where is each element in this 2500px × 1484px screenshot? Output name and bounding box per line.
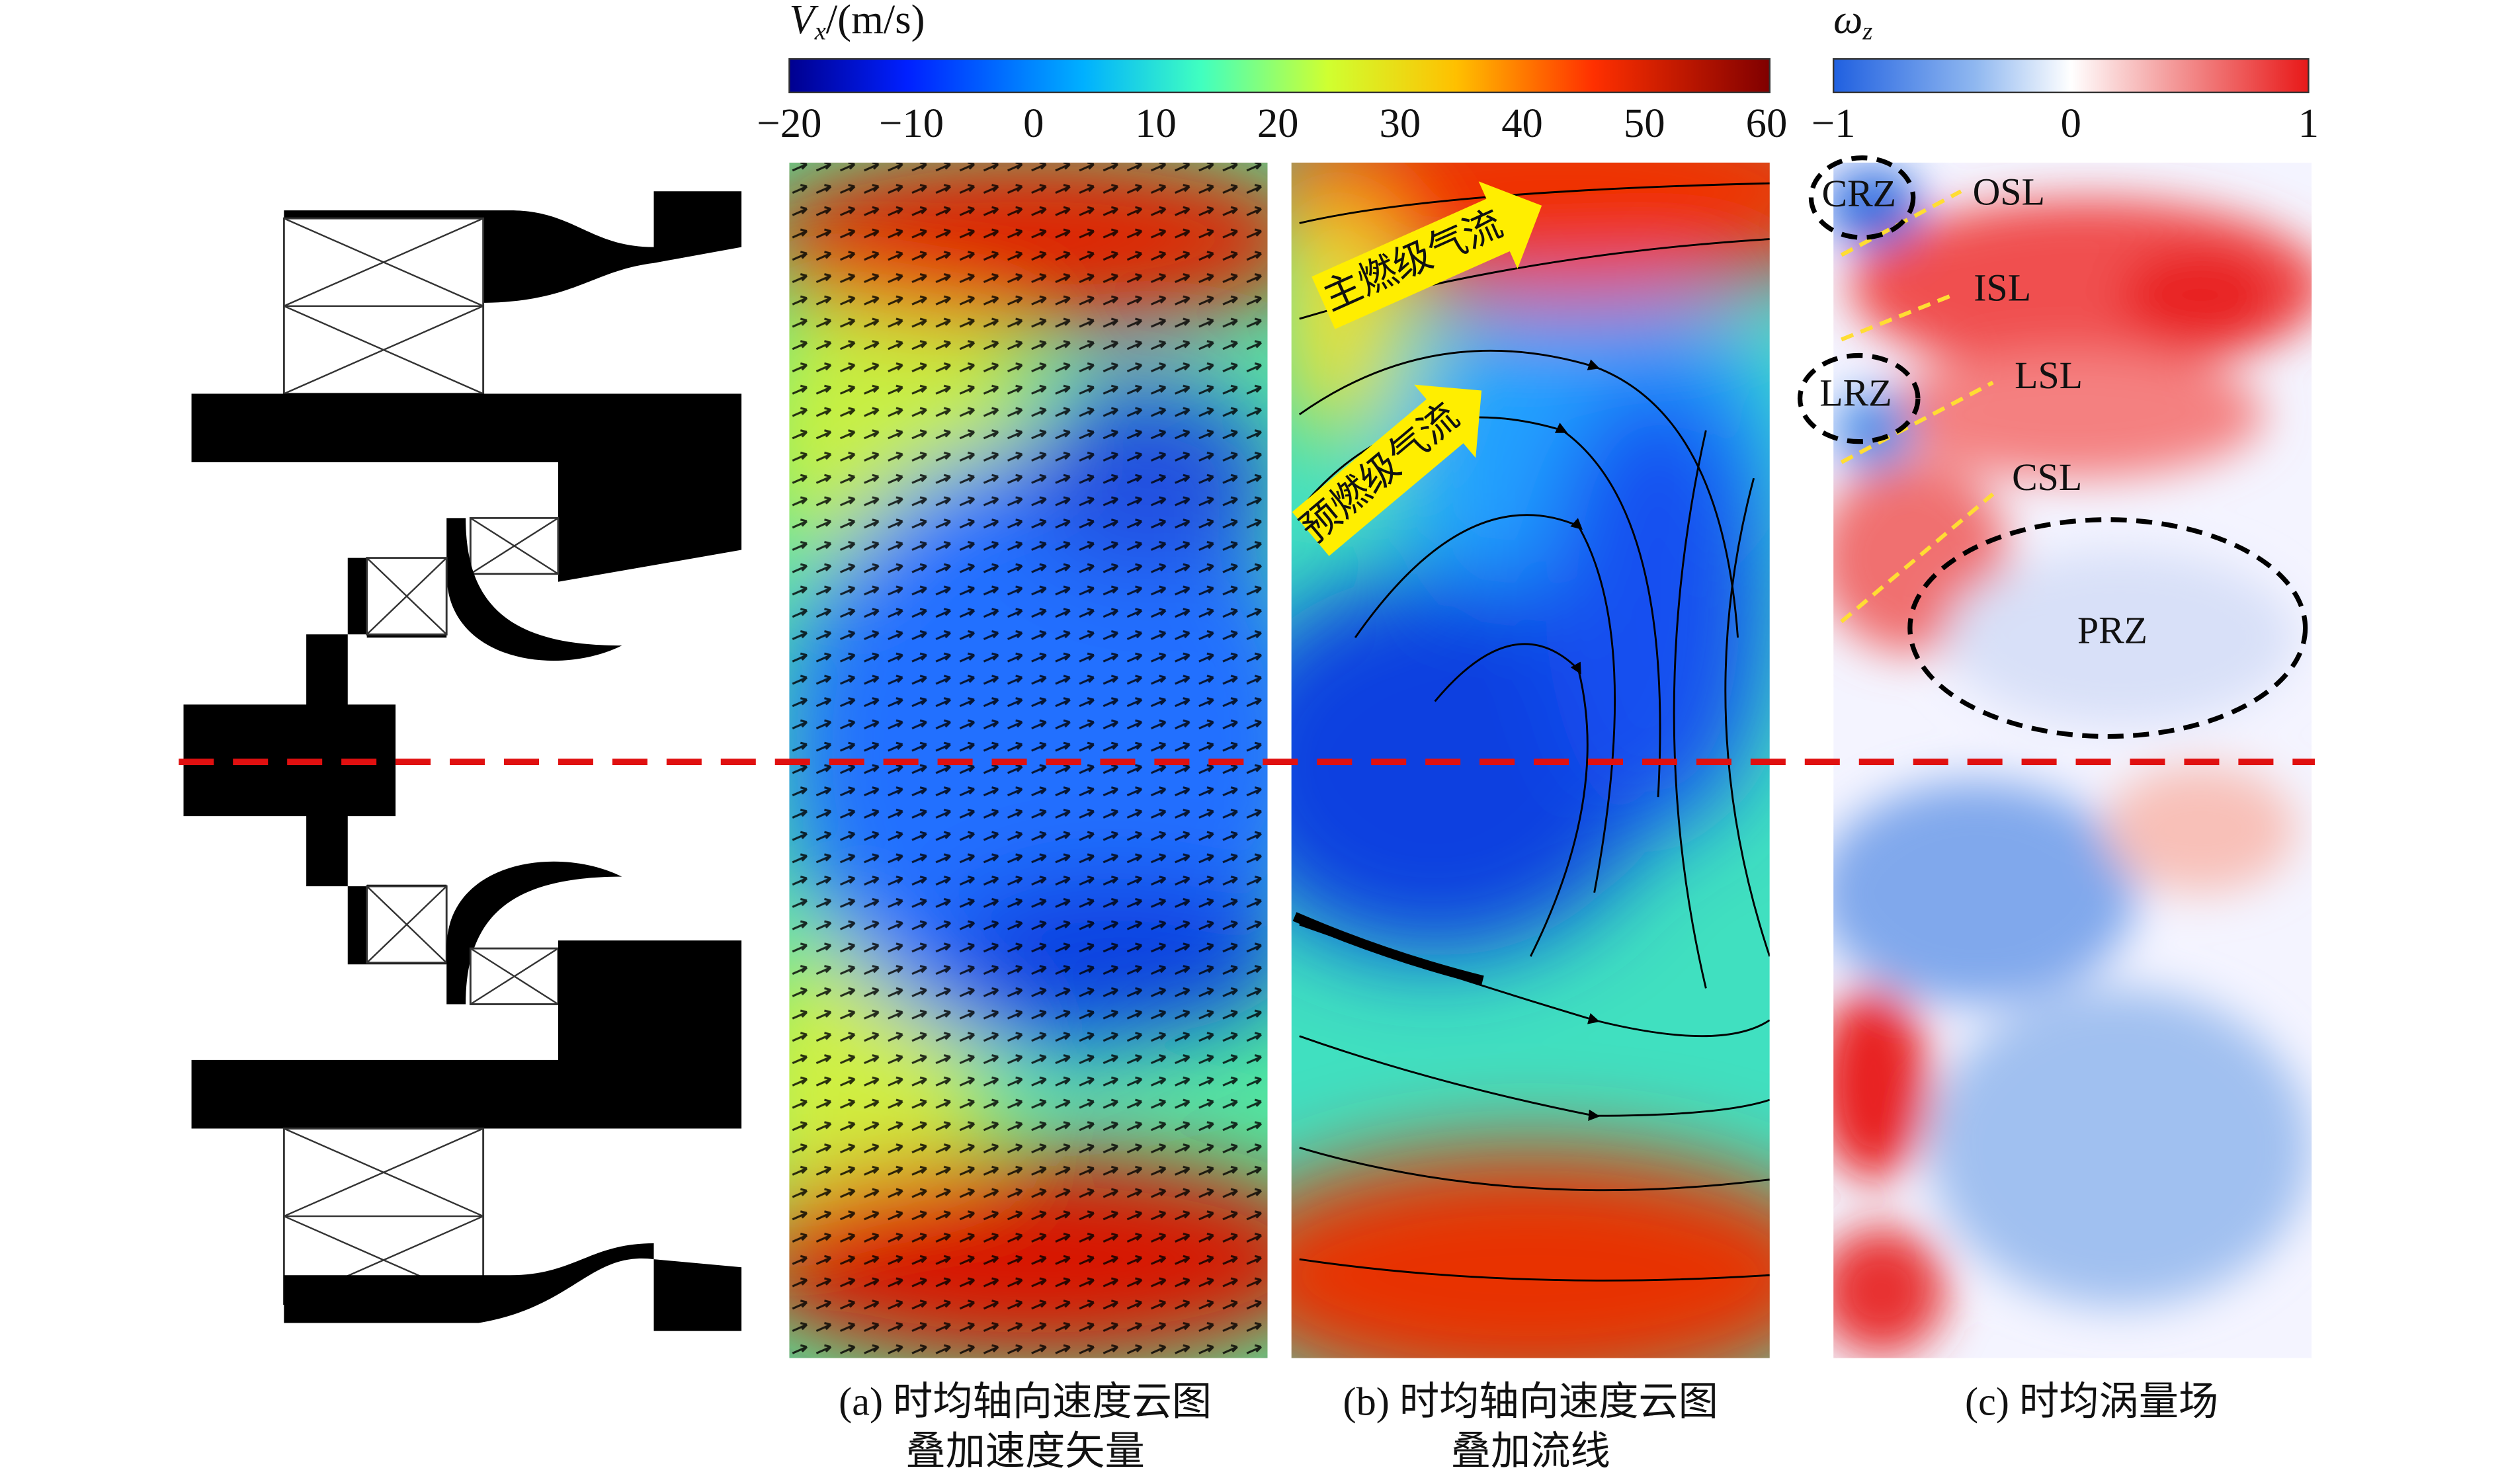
caption-c-line1: (c) 时均涡量场 [1965,1380,2218,1424]
caption-a-line1: (a) 时均轴向速度云图 [839,1380,1212,1424]
caption-b-line1: (b) 时均轴向速度云图 [1343,1380,1718,1424]
title-symbol: ω [1833,0,1862,43]
zone-label: OSL [1973,171,2045,214]
panel-c-field [1833,162,2312,1358]
zone-markers [1797,155,2308,739]
caption-b-line2: 叠加流线 [1451,1429,1610,1473]
velocity-tick-label: 50 [1624,100,1665,146]
velocity-tick-label: −20 [757,100,821,146]
velocity-tick-label: 0 [1023,100,1044,146]
velocity-tick-label: 60 [1746,100,1788,146]
zone-label: CSL [2012,456,2082,499]
velocity-tick-label: 20 [1257,100,1299,146]
panel-b-field [1291,162,1770,1358]
zone-label: ISL [1974,266,2031,309]
title-unit: /(m/s) [826,0,925,43]
panel-a-field [789,162,1268,1358]
title-subscript: z [1862,17,1872,45]
velocity-colorbar-title: Vx/(m/s) [789,0,925,45]
zone-label: PRZ [2077,609,2147,652]
velocity-tick-label: 40 [1501,100,1543,146]
colorbar-ticks: −20 −10 0 10 20 30 40 50 60 −1 0 1 [757,100,2319,146]
zone-label: CRZ [1822,172,1896,215]
vorticity-colorbar [1832,58,2310,94]
vorticity-tick-label: −1 [1812,100,1856,146]
zone-label: LSL [2015,354,2083,397]
main-flow-arrow [1312,181,1542,329]
vorticity-tick-label: 1 [2298,100,2319,146]
velocity-colorbar [788,58,1771,94]
zone-label: LRZ [1819,371,1892,414]
zone-labels: CRZ OSL ISL LRZ LSL CSL PRZ [1819,171,2147,652]
vorticity-colorbar-title: ωz [1833,0,1872,45]
velocity-tick-label: 10 [1135,100,1177,146]
combustor-geometry [183,191,742,1331]
pilot-flow-arrow [1292,384,1482,556]
caption-a-line2: 叠加速度矢量 [905,1429,1145,1473]
velocity-tick-label: −10 [879,100,944,146]
vorticity-tick-label: 0 [2061,100,2081,146]
velocity-tick-label: 30 [1380,100,1421,146]
title-symbol: V [789,0,819,43]
title-subscript: x [814,17,826,45]
